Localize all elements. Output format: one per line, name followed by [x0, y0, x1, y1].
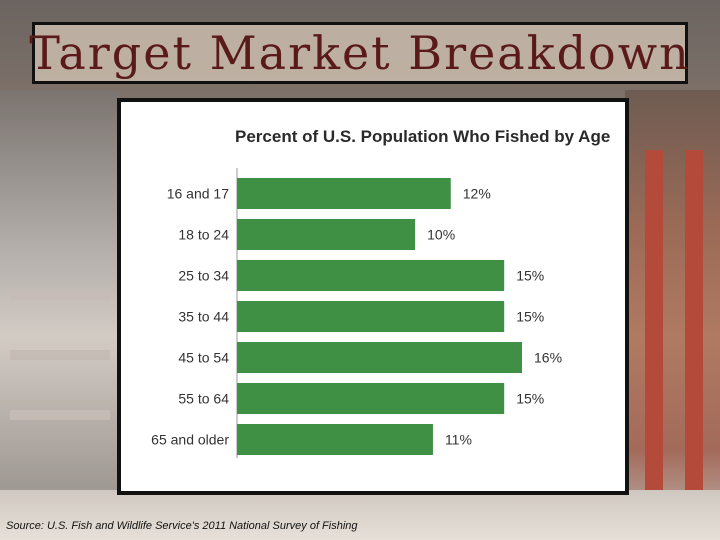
chart-title: Percent of U.S. Population Who Fished by…: [235, 127, 610, 146]
value-label: 16%: [534, 350, 562, 366]
bar: [237, 219, 416, 250]
category-label: 16 and 17: [167, 186, 229, 202]
background-shelf: [10, 350, 110, 360]
category-label: 65 and older: [151, 432, 229, 448]
background-post: [645, 150, 663, 540]
value-label: 15%: [516, 309, 544, 325]
bar: [237, 342, 522, 373]
background-floor: [0, 490, 720, 540]
category-label: 25 to 34: [178, 268, 229, 284]
value-label: 15%: [516, 391, 544, 407]
bar: [237, 301, 505, 332]
category-label: 18 to 24: [178, 227, 229, 243]
bar: [237, 424, 433, 455]
value-label: 10%: [427, 227, 455, 243]
chart-frame: Percent of U.S. Population Who Fished by…: [117, 98, 629, 495]
category-label: 55 to 64: [178, 391, 229, 407]
slide-title: Target Market Breakdown: [29, 26, 691, 80]
bars-group: 16 and 17 12% 18 to 24 10% 25 to 34 15% 35 to …: [151, 178, 562, 455]
bar-chart: Percent of U.S. Population Who Fished by…: [151, 127, 610, 458]
source-note: Source: U.S. Fish and Wildlife Service's…: [6, 520, 358, 532]
bar: [237, 178, 451, 209]
background-right-booths: [625, 90, 720, 540]
bar: [237, 383, 505, 414]
value-label: 11%: [445, 432, 472, 448]
value-label: 15%: [516, 268, 544, 284]
slide-title-box: Target Market Breakdown: [29, 22, 691, 84]
background-shelf: [10, 410, 110, 420]
background-post: [685, 150, 703, 540]
background-shelf: [10, 290, 110, 300]
value-label: 12%: [463, 186, 491, 202]
category-label: 45 to 54: [178, 350, 229, 366]
bar: [237, 260, 505, 291]
category-label: 35 to 44: [178, 309, 229, 325]
background-left-booths: [0, 90, 120, 540]
